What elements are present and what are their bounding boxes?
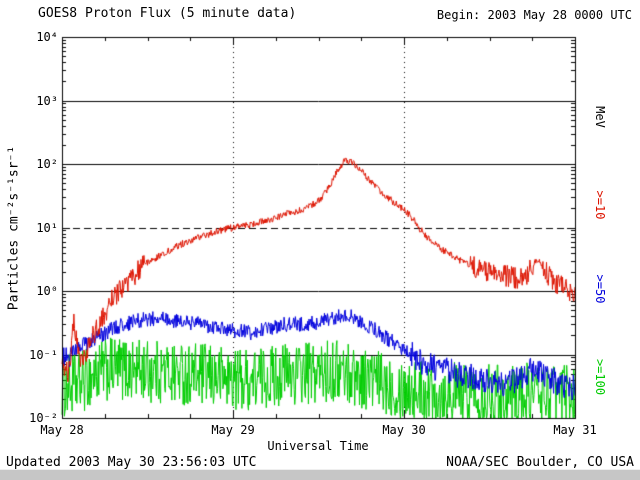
- y-tick-label: 10⁰: [36, 284, 58, 298]
- source-label: NOAA/SEC Boulder, CO USA: [446, 455, 634, 470]
- y-tick-label: 10²: [36, 157, 58, 171]
- x-tick-label: May 30: [382, 423, 426, 437]
- y-tick-label: 10¹: [36, 220, 58, 235]
- y-tick-label: 10³: [36, 93, 58, 108]
- x-tick-label: May 31: [553, 423, 597, 437]
- updated-label: Updated 2003 May 30 23:56:03 UTC: [6, 455, 257, 470]
- legend-unit-mev: MeV: [593, 106, 607, 128]
- begin-time-label: Begin: 2003 May 28 0000 UTC: [436, 8, 632, 22]
- y-tick-label: 10⁴: [36, 30, 58, 44]
- x-axis-label: Universal Time: [267, 439, 369, 453]
- bottom-bar: [0, 469, 640, 480]
- x-tick-label: May 29: [211, 423, 255, 437]
- y-tick-label: 10⁻¹: [29, 347, 58, 362]
- chart-title: GOES8 Proton Flux (5 minute data): [38, 6, 297, 21]
- x-tick-label: May 28: [40, 423, 84, 437]
- legend-entry-ge100: >=100: [593, 358, 607, 396]
- y-tick-label: 10⁻²: [29, 411, 58, 425]
- y-axis-label: Particles cm⁻²s⁻¹sr⁻¹: [6, 145, 22, 311]
- legend-entry-ge10: >=10: [593, 190, 607, 220]
- legend-entry-ge50: >=50: [593, 274, 607, 304]
